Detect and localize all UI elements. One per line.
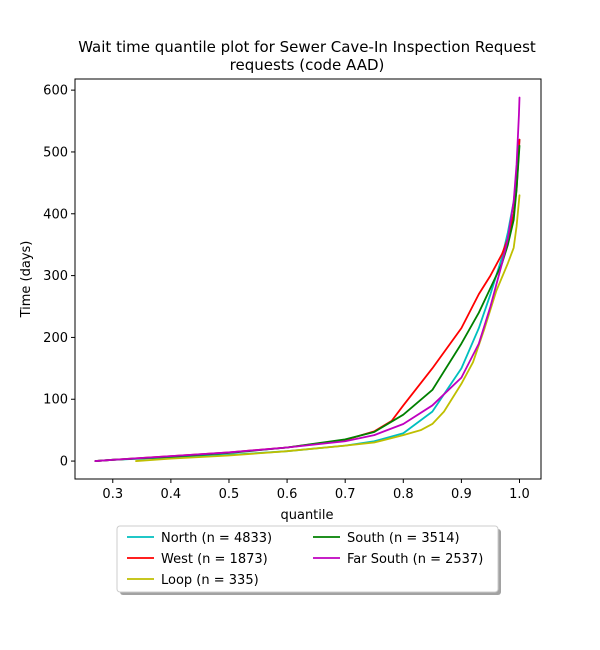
series-lines [94,96,521,462]
legend-label-1: West (n = 1873) [161,552,268,567]
x-tick-label: 0.4 [161,487,182,502]
y-tick-label: 0 [60,455,68,470]
x-tick-label: 0.9 [451,487,472,502]
legend-label-2: Loop (n = 335) [161,573,259,588]
plot-area: 0.3 0.4 0.5 0.6 0.7 0.8 0.9 1.0 0 100 200 300 400 50… [43,78,542,502]
legend-label-0: North (n = 4833) [161,531,272,546]
legend-label-4: Far South (n = 2537) [347,552,483,567]
x-axis-ticks: 0.3 0.4 0.5 0.6 0.7 0.8 0.9 1.0 [102,479,530,502]
series-line-3 [94,144,521,462]
x-tick-label: 0.3 [102,487,123,502]
y-tick-label: 100 [43,393,68,408]
x-tick-label: 1.0 [509,487,530,502]
legend-label-3: South (n = 3514) [347,531,460,546]
y-tick-label: 200 [43,331,68,346]
series-line-2 [135,194,521,462]
legend: North (n = 4833) West (n = 1873) Loop (n =… [116,525,501,595]
chart-title-line-2: requests (code AAD) [230,56,385,74]
x-tick-label: 0.8 [393,487,414,502]
series-line-4 [94,96,521,462]
legend-box [116,525,499,593]
y-tick-label: 600 [43,84,68,99]
y-axis-label: Time (days) [19,241,34,319]
x-tick-label: 0.7 [335,487,356,502]
y-tick-label: 500 [43,145,68,160]
legend-items: North (n = 4833) West (n = 1873) Loop (n =… [127,531,483,588]
series-line-1 [94,138,521,462]
y-axis-ticks: 0 100 200 300 400 500 600 [43,84,75,470]
x-tick-label: 0.5 [219,487,240,502]
y-tick-label: 400 [43,207,68,222]
y-tick-label: 300 [43,269,68,284]
x-axis-label: quantile [280,508,333,523]
plot-frame [74,78,542,480]
series-line-0 [94,138,521,462]
chart-title-line-1: Wait time quantile plot for Sewer Cave-I… [78,38,536,56]
x-tick-label: 0.6 [277,487,298,502]
